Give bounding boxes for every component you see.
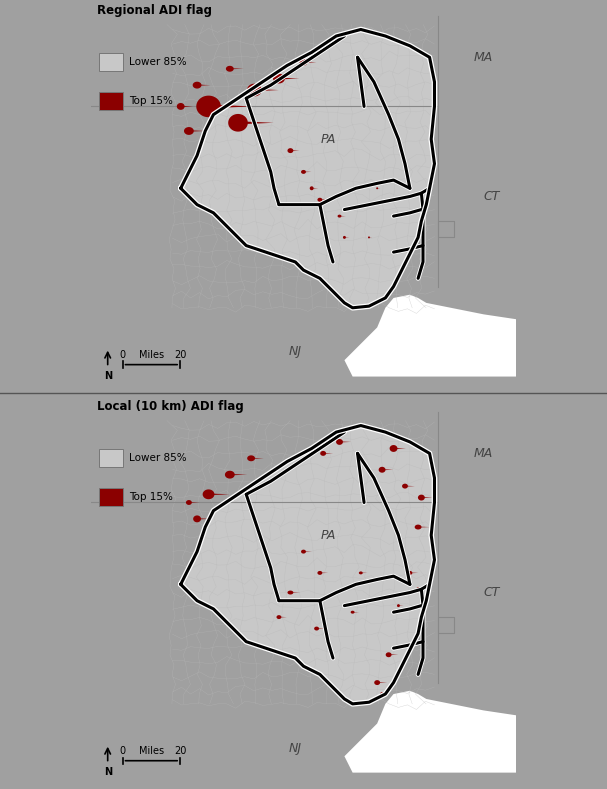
Polygon shape	[416, 587, 424, 591]
Text: 0: 0	[120, 746, 126, 756]
Text: NJ: NJ	[289, 346, 302, 358]
Text: CT: CT	[484, 190, 500, 203]
Polygon shape	[336, 439, 351, 445]
Text: Miles: Miles	[139, 350, 164, 360]
Polygon shape	[317, 198, 328, 202]
Polygon shape	[247, 84, 279, 96]
Polygon shape	[415, 525, 430, 529]
Polygon shape	[273, 73, 300, 84]
Polygon shape	[177, 103, 193, 110]
Polygon shape	[407, 571, 418, 575]
Polygon shape	[193, 515, 209, 522]
Polygon shape	[203, 489, 229, 499]
Polygon shape	[288, 148, 300, 153]
Polygon shape	[225, 471, 247, 479]
Text: 20: 20	[174, 746, 186, 756]
Polygon shape	[184, 127, 205, 135]
Polygon shape	[226, 65, 243, 72]
Polygon shape	[317, 571, 328, 575]
Text: Top 15%: Top 15%	[129, 96, 173, 107]
Polygon shape	[375, 680, 387, 685]
Polygon shape	[276, 615, 287, 619]
Polygon shape	[359, 571, 367, 574]
Polygon shape	[344, 690, 517, 772]
Polygon shape	[380, 692, 388, 696]
Text: Lower 85%: Lower 85%	[129, 57, 186, 67]
Text: Local (10 km) ADI flag: Local (10 km) ADI flag	[97, 400, 244, 413]
Text: PA: PA	[320, 529, 336, 542]
Text: CT: CT	[484, 586, 500, 599]
Polygon shape	[196, 95, 251, 118]
Polygon shape	[247, 455, 264, 462]
Polygon shape	[186, 500, 200, 505]
Polygon shape	[314, 626, 325, 630]
Polygon shape	[385, 653, 398, 657]
Text: MA: MA	[474, 50, 493, 64]
Text: Top 15%: Top 15%	[129, 492, 173, 503]
Polygon shape	[320, 451, 333, 456]
Polygon shape	[402, 484, 415, 488]
Text: N: N	[104, 768, 112, 777]
Polygon shape	[228, 114, 274, 132]
Text: 20: 20	[174, 350, 186, 360]
Polygon shape	[310, 186, 318, 190]
Bar	[99, 488, 123, 506]
Text: MA: MA	[474, 447, 493, 460]
Polygon shape	[397, 604, 404, 607]
Polygon shape	[351, 611, 359, 614]
Text: PA: PA	[320, 133, 336, 146]
Polygon shape	[368, 237, 372, 238]
Polygon shape	[334, 591, 342, 594]
Polygon shape	[301, 170, 311, 174]
Polygon shape	[344, 294, 517, 376]
Text: 0: 0	[120, 350, 126, 360]
Polygon shape	[343, 236, 350, 239]
Polygon shape	[192, 82, 210, 88]
Polygon shape	[181, 29, 435, 308]
Polygon shape	[376, 187, 381, 189]
Polygon shape	[300, 59, 316, 65]
Text: Lower 85%: Lower 85%	[129, 453, 186, 463]
Text: Miles: Miles	[139, 746, 164, 756]
Polygon shape	[418, 495, 433, 500]
Polygon shape	[379, 467, 393, 473]
Bar	[99, 449, 123, 467]
Polygon shape	[181, 425, 435, 704]
Text: NJ: NJ	[289, 742, 302, 754]
Polygon shape	[288, 591, 300, 594]
Text: Regional ADI flag: Regional ADI flag	[97, 4, 212, 17]
Polygon shape	[390, 445, 406, 452]
Bar	[99, 53, 123, 71]
Polygon shape	[337, 215, 346, 218]
Text: N: N	[104, 372, 112, 381]
Polygon shape	[301, 550, 312, 554]
Bar	[99, 92, 123, 110]
